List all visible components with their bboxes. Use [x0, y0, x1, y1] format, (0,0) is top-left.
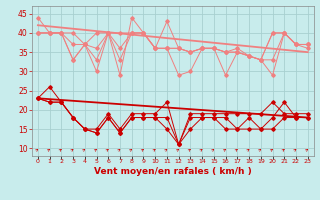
X-axis label: Vent moyen/en rafales ( km/h ): Vent moyen/en rafales ( km/h ): [94, 167, 252, 176]
